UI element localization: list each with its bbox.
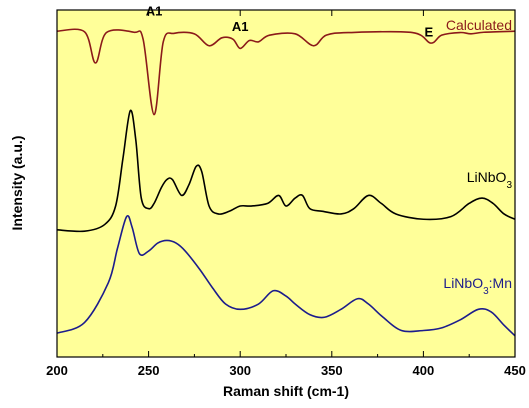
plot-area-background [57,10,515,357]
annotation-layer: A1 A1 E [146,3,434,39]
x-tick-label: 200 [46,363,68,378]
series-line-2 [56,214,516,337]
series-label-layer: Calculated LiNbO3 LiNbO3:Mn [443,17,512,297]
peak-annotation: E [425,24,434,39]
series-label-2: LiNbO3:Mn [443,275,512,297]
y-axis-title: Intensity (a.u.) [9,136,25,231]
axis-layer: 200 250 300 350 400 450 [46,10,526,378]
series-line-0 [56,28,516,116]
peak-annotation: A1 [232,19,249,34]
series-label-0: Calculated [446,17,512,33]
x-tick-label: 400 [413,363,435,378]
series-line-1 [56,109,516,233]
x-tick-label: 300 [229,363,251,378]
x-tick-label: 250 [138,363,160,378]
series-layer [56,28,516,337]
x-axis-title: Raman shift (cm-1) [223,383,349,399]
series-label-1: LiNbO3 [467,169,513,191]
x-tick-label: 450 [504,363,526,378]
peak-annotation: A1 [146,3,163,18]
x-tick-label: 350 [321,363,343,378]
